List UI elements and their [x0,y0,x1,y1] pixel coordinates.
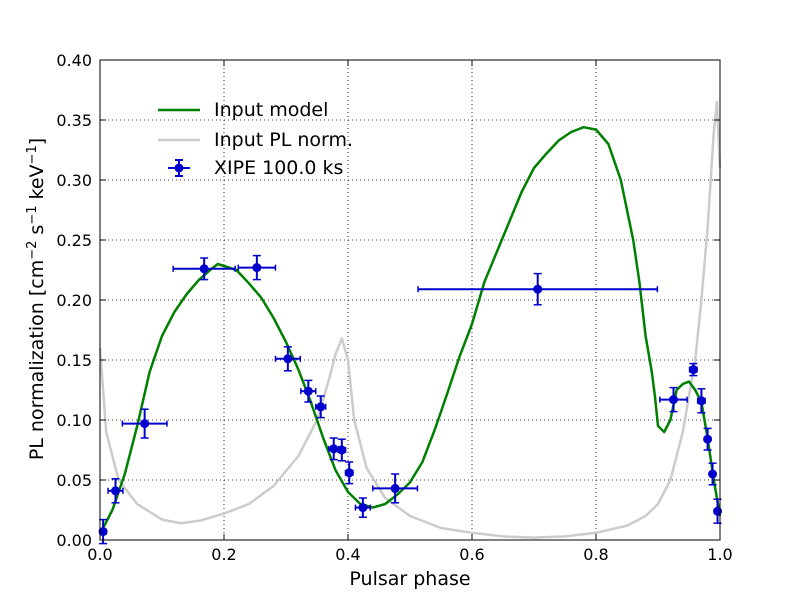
y-axis-label-main: PL normalization [cm [26,260,48,460]
plot-area [98,59,723,545]
x-tick-label: 0.6 [459,545,484,564]
errorbar-point [703,427,713,451]
legend: Input model Input PL norm. XIPE 100.0 ks [158,99,353,179]
errorbar-points [98,254,723,545]
y-axis-label: PL normalization [cm−2 s−1 keV−1] [25,138,48,460]
y-tick-label: 0.25 [56,231,92,250]
y-tick-label: 0.35 [56,111,92,130]
y-tick-label: 0.20 [56,291,92,310]
x-tick-labels: 0.0 0.2 0.4 0.6 0.8 1.0 [87,545,732,564]
errorbar-point [172,257,236,281]
errorbar-point [688,362,698,377]
errorbar-point [121,408,168,439]
legend-swatch-xipe [168,159,190,177]
y-tick-label: 0.30 [56,171,92,190]
errorbar-point [337,438,347,462]
errorbar-point [315,395,327,419]
x-tick-label: 0.0 [87,545,112,564]
errorbar-point [300,379,317,403]
y-axis-label-mid: s [26,225,48,241]
errorbar-point [708,462,718,486]
errorbar-point [659,386,688,413]
x-tick-label: 0.2 [211,545,236,564]
legend-label-input-pl-norm: Input PL norm. [214,129,353,151]
x-tick-label: 0.4 [335,545,360,564]
y-tick-labels: 0.00 0.05 0.10 0.15 0.20 0.25 0.30 0.35 0.40 [56,51,92,550]
errorbar-point [417,272,659,306]
errorbar-point [107,478,124,504]
errorbar-point [354,497,372,518]
y-tick-label: 0.05 [56,471,92,490]
series-line-input-pl-norm [98,100,722,539]
errorbar-point [344,461,354,485]
y-tick-label: 0.10 [56,411,92,430]
errorbar-point [237,254,277,281]
x-axis-label: Pulsar phase [349,568,470,590]
y-axis-label-sup2: −1 [25,206,40,225]
y-tick-label: 0.40 [56,51,92,70]
errorbar-point [372,473,419,504]
y-axis-label-sup1: −2 [25,241,40,260]
y-tick-label: 0.15 [56,351,92,370]
y-tick-label: 0.00 [56,531,92,550]
legend-label-xipe: XIPE 100.0 ks [214,157,343,179]
y-axis-label-mid2: keV [26,164,48,205]
y-axis-label-end: ] [26,138,48,145]
series-line-input-model [98,125,722,535]
x-tick-label: 0.8 [583,545,608,564]
errorbar-point [328,437,340,461]
y-axis-label-sup3: −1 [25,145,40,164]
x-tick-label: 1.0 [707,545,732,564]
legend-label-input-model: Input model [214,99,328,121]
errorbar-point [696,388,706,414]
series-lines [98,100,722,539]
errorbar-point [274,346,302,372]
axis-ticks [99,59,721,541]
